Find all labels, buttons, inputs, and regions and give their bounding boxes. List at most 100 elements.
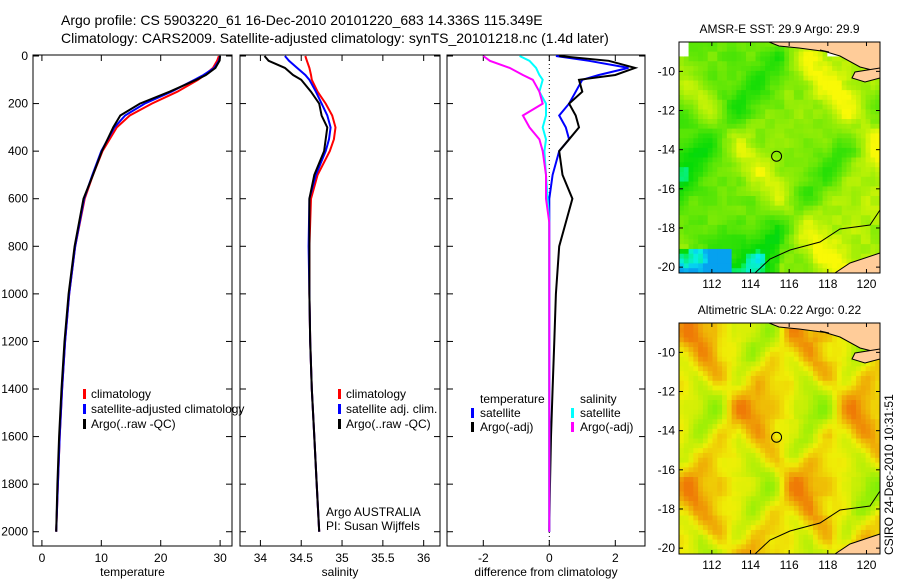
map-cell [856, 90, 862, 96]
map-cell [750, 395, 757, 401]
map-cell [760, 539, 766, 545]
map-cell [741, 380, 747, 387]
map-cell [813, 505, 819, 512]
map-cell [722, 51, 728, 57]
map-cell [846, 70, 852, 77]
map-cell [765, 323, 771, 329]
map-cell [851, 400, 857, 406]
map-cell [779, 414, 785, 420]
map-cell [865, 147, 871, 154]
map-cell [683, 395, 690, 401]
map-cell [712, 215, 718, 221]
map-cell [717, 491, 723, 497]
map-cell [793, 347, 800, 353]
map-cell [746, 510, 752, 516]
map-cell [769, 109, 776, 115]
map-cell [760, 428, 766, 435]
map-cell [712, 404, 718, 411]
map-cell [841, 443, 847, 449]
map-cell [817, 229, 824, 235]
map-cell [832, 244, 838, 250]
map-cell [817, 501, 824, 507]
map-cell [827, 390, 833, 396]
map-cell [870, 390, 876, 396]
map-cell [722, 351, 728, 358]
map-cell [846, 380, 852, 387]
map-cell [774, 220, 780, 226]
map-cell [822, 404, 828, 411]
map-cell [779, 448, 785, 454]
map-cell [722, 167, 728, 173]
map-cell [798, 452, 804, 459]
map-cell [808, 342, 814, 348]
map-cell [741, 419, 747, 425]
map-cell [784, 438, 790, 444]
map-cell [870, 191, 876, 197]
map-cell [832, 529, 838, 536]
map-cell [789, 157, 795, 163]
map-cell [741, 119, 747, 125]
map-cell [832, 414, 838, 420]
map-cell [722, 529, 728, 536]
map-cell [827, 186, 833, 192]
map-cell [784, 99, 790, 106]
map-cell [827, 414, 833, 420]
map-cell [726, 191, 733, 197]
map-cell [722, 143, 728, 149]
map-cell [679, 99, 685, 106]
map-cell [832, 472, 838, 478]
map-cell [769, 371, 776, 377]
map-cell [836, 70, 843, 77]
map-cell [798, 157, 804, 163]
map-cell [827, 258, 833, 264]
map-cell [856, 157, 862, 163]
map-cell [846, 452, 852, 459]
map-cell [836, 133, 843, 139]
map-cell [836, 147, 843, 154]
map-cell [860, 366, 867, 372]
map-cell [841, 162, 847, 168]
map-cell [693, 215, 699, 221]
map-cell [798, 481, 804, 488]
map-cell [789, 390, 795, 396]
map-cell [688, 385, 694, 391]
map-cell [755, 549, 761, 555]
map-cell [793, 534, 800, 541]
map-cell [702, 371, 709, 377]
map-cell [698, 94, 704, 101]
map-cell [698, 448, 704, 454]
map-cell [789, 428, 795, 435]
map-cell [836, 472, 843, 478]
map-cell [707, 452, 713, 459]
map-cell [793, 224, 800, 231]
map-cell [822, 452, 828, 459]
map-cell [784, 220, 790, 226]
map-cell [860, 443, 867, 449]
map-cell [698, 119, 704, 125]
map-cell [760, 366, 766, 372]
map-cell [846, 395, 852, 401]
map-cell [774, 332, 780, 338]
title-line-2: Climatology: CARS2009. Satellite-adjuste… [61, 30, 609, 46]
map-cell [851, 380, 857, 387]
map-cell [875, 152, 881, 158]
map-cell [784, 395, 790, 401]
map-cell [726, 128, 733, 134]
map-cell [813, 143, 819, 149]
map-cell [860, 200, 867, 207]
map-cell [683, 515, 690, 521]
map-cell [813, 119, 819, 125]
map-cell [760, 404, 766, 411]
map-cell [836, 248, 843, 255]
map-cell [774, 501, 780, 507]
map-cell [726, 515, 733, 521]
map-cell [784, 75, 790, 81]
map-cell [817, 361, 824, 367]
map-cell [856, 248, 862, 255]
map-cell [803, 215, 809, 221]
map-cell [722, 400, 728, 406]
map-cell [856, 229, 862, 235]
map-cell [722, 419, 728, 425]
map-cell [779, 419, 785, 425]
map-cell [779, 472, 785, 478]
